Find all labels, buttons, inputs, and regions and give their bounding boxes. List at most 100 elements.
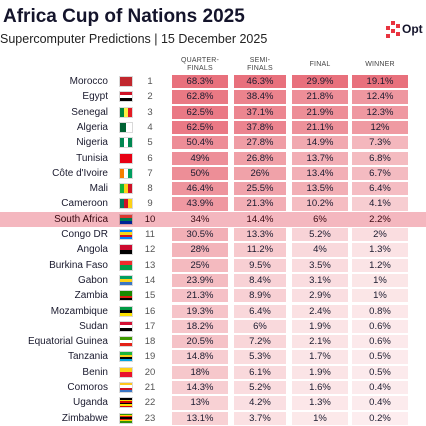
cell-final: 4% [292, 243, 348, 257]
flag-icon [119, 336, 133, 348]
opta-logo: Opt [383, 19, 426, 41]
cell-final: 1.9% [292, 319, 348, 334]
cell-final: 21.8% [292, 90, 348, 104]
table-row: Angola 12 28% 11.2% 4% 1.3% [0, 242, 426, 257]
flag-icon [119, 382, 133, 393]
rank-number: 16 [144, 305, 156, 317]
cell-semi-finals: 5.2% [234, 381, 286, 395]
flag-icon [119, 351, 133, 363]
cell-quarter-finals: 19.3% [172, 304, 228, 318]
cell-quarter-finals: 50.4% [172, 136, 228, 150]
team-name: Equatorial Guinea [27, 336, 108, 348]
cell-quarter-finals: 34% [190, 213, 210, 225]
rank-number: 9 [147, 198, 153, 210]
cell-final: 13.7% [292, 151, 348, 165]
flag-icon [119, 244, 133, 256]
cell-quarter-finals: 50% [172, 166, 228, 181]
table-row: Comoros 21 14.3% 5.2% 1.6% 0.4% [0, 380, 426, 395]
cell-semi-finals: 6.1% [234, 365, 286, 379]
cell-winner: 12.4% [352, 90, 408, 104]
cell-quarter-finals: 13.1% [172, 411, 228, 425]
team-name: Angola [76, 244, 108, 256]
team-name: Tanzania [67, 351, 108, 363]
rank-number: 18 [144, 336, 156, 348]
flag-icon [119, 76, 133, 87]
flag-icon [119, 397, 133, 409]
rank-number: 3 [147, 106, 153, 118]
flag-icon [119, 137, 133, 149]
cell-final: 5.2% [292, 228, 348, 242]
team-name: Benin [82, 366, 108, 378]
table-row: Equatorial Guinea 18 20.5% 7.2% 2.1% 0.6% [0, 334, 426, 349]
cell-semi-finals: 6% [234, 319, 286, 334]
cell-winner: 0.4% [352, 381, 408, 395]
flag-icon [119, 198, 133, 210]
page-subtitle: Supercomputer Predictions | 15 December … [0, 32, 268, 46]
team-name: Burkina Faso [49, 259, 108, 271]
team-name: Mozambique [50, 305, 108, 317]
table-row: Gabon 14 23.9% 8.4% 3.1% 1% [0, 273, 426, 288]
table-row: Côte d'Ivoire 7 50% 26% 13.4% 6.7% [0, 166, 426, 181]
cell-winner: 1.2% [352, 258, 408, 272]
team-name: Sudan [79, 320, 108, 332]
table-row: Tanzania 19 14.8% 5.3% 1.7% 0.5% [0, 349, 426, 364]
column-header-quarter-finals: QUARTER- FINALS [180, 57, 220, 72]
table-row: South Africa 10 34% 14.4% 6% 2.2% [0, 211, 426, 227]
cell-final: 29.9% [292, 75, 348, 89]
rank-number: 14 [144, 274, 156, 286]
flag-icon [119, 106, 133, 118]
cell-quarter-finals: 43.9% [172, 197, 228, 211]
cell-winner: 0.5% [352, 350, 408, 364]
cell-semi-finals: 27.8% [234, 136, 286, 150]
cell-final: 1.9% [292, 365, 348, 379]
table-row: Uganda 22 13% 4.2% 1.3% 0.4% [0, 395, 426, 410]
table-row: Mali 8 46.4% 25.5% 13.5% 6.4% [0, 181, 426, 196]
cell-semi-finals: 7.2% [234, 335, 286, 349]
cell-quarter-finals: 18.2% [172, 319, 228, 334]
team-name: Zimbabwe [61, 412, 108, 424]
table-row: Zambia 15 21.3% 8.9% 2.9% 1% [0, 288, 426, 303]
team-name: Uganda [72, 397, 108, 409]
team-name: Zambia [74, 290, 108, 302]
column-header-final: FINAL [309, 61, 331, 68]
cell-winner: 0.4% [352, 396, 408, 410]
rank-number: 10 [144, 213, 156, 225]
cell-winner: 6.8% [352, 151, 408, 165]
cell-quarter-finals: 21.3% [172, 289, 228, 303]
cell-winner: 4.1% [352, 197, 408, 211]
cell-semi-finals: 37.8% [234, 120, 286, 135]
rank-number: 22 [144, 397, 156, 409]
rank-number: 11 [145, 229, 155, 240]
team-name: Congo DR [61, 229, 108, 240]
cell-semi-finals: 38.4% [234, 90, 286, 104]
table-row: Cameroon 9 43.9% 21.3% 10.2% 4.1% [0, 196, 426, 211]
team-name: Algeria [76, 121, 108, 133]
cell-semi-finals: 6.4% [234, 304, 286, 318]
cell-final: 2.4% [292, 304, 348, 318]
cell-semi-finals: 26.8% [234, 151, 286, 165]
team-name: Egypt [82, 91, 108, 103]
cell-winner: 0.6% [352, 319, 408, 334]
rank-number: 20 [144, 366, 156, 378]
page-title: Africa Cup of Nations 2025 [3, 6, 245, 27]
rank-number: 12 [144, 244, 156, 256]
cell-final: 3.1% [292, 273, 348, 288]
cell-final: 1.3% [292, 396, 348, 410]
cell-winner: 12.3% [352, 105, 408, 119]
cell-quarter-finals: 14.3% [172, 381, 228, 395]
cell-winner: 1% [352, 289, 408, 303]
cell-final: 21.1% [292, 120, 348, 135]
team-name: Mali [89, 183, 108, 195]
flag-icon [119, 320, 133, 332]
cell-quarter-finals: 28% [172, 243, 228, 257]
cell-quarter-finals: 23.9% [172, 273, 228, 288]
flag-icon [119, 412, 133, 424]
cell-final: 10.2% [292, 197, 348, 211]
team-name: Morocco [69, 76, 108, 87]
rank-number: 4 [147, 121, 153, 133]
cell-quarter-finals: 13% [172, 396, 228, 410]
cell-final: 3.5% [292, 258, 348, 272]
cell-winner: 7.3% [352, 136, 408, 150]
team-name: South Africa [54, 213, 108, 225]
cell-winner: 19.1% [352, 75, 408, 89]
